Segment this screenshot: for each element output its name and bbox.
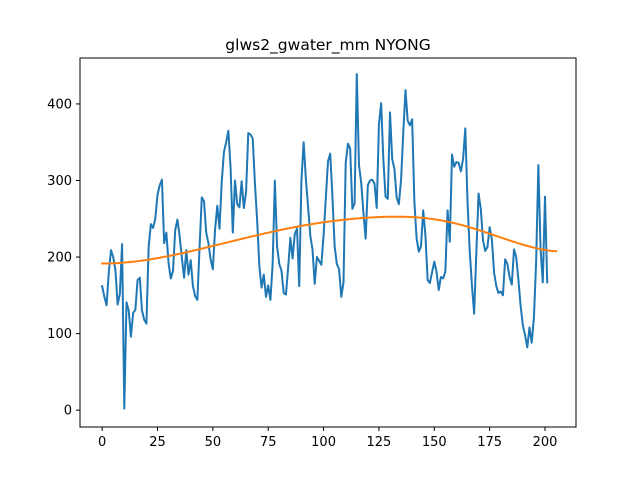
x-tick-label: 0 [98,435,106,450]
y-tick-label: 200 [47,251,72,266]
x-tick-label: 125 [367,435,392,450]
x-tick-label: 200 [533,435,558,450]
series-layer [100,73,558,410]
series-line-1 [100,73,549,410]
y-tick-label: 400 [47,97,72,112]
x-tick-label: 75 [260,435,277,450]
y-tick-label: 0 [64,404,72,419]
series-line-2 [101,215,558,265]
x-tick-label: 175 [477,435,502,450]
x-tick-label: 25 [149,435,166,450]
y-tick-label: 300 [47,174,72,189]
y-tick-label: 100 [47,327,72,342]
x-tick-label: 150 [422,435,447,450]
plot-frame [79,57,577,428]
chart-title: glws2_gwater_mm NYONG [225,36,430,55]
x-tick-label: 50 [205,435,222,450]
axes-layer: 0 25 50 75 100 125 150 175 200 0 100 200 300 400 [47,57,577,450]
x-tick-label: 100 [311,435,336,450]
